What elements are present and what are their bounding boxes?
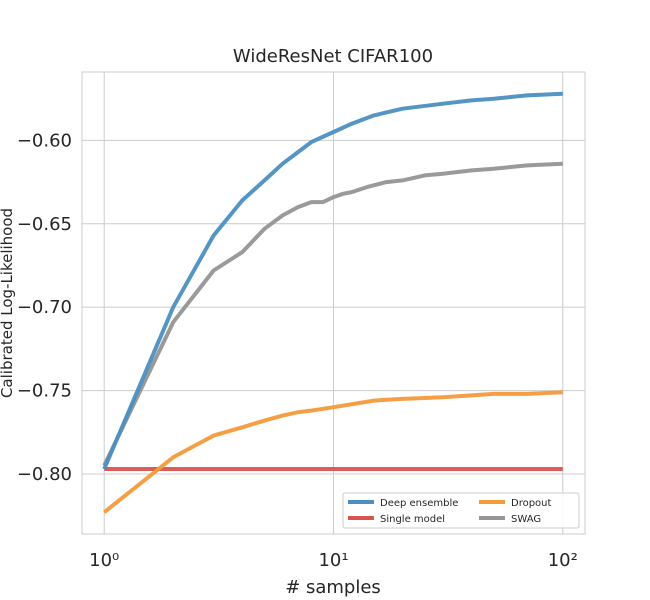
y-axis-label: Calibrated Log-Likelihood (0, 208, 16, 398)
legend-label-dropout: Dropout (511, 498, 552, 509)
x-axis-label: # samples (285, 577, 381, 598)
x-tick-labels: 10⁰ 10¹ 10² (89, 550, 578, 571)
series-line-dropout (102, 390, 563, 514)
legend-label-single-model: Single model (380, 514, 445, 525)
series-layer (102, 91, 563, 514)
y-tick-label: −0.70 (17, 297, 72, 318)
y-tick-labels: −0.60 −0.65 −0.70 −0.75 −0.80 (17, 130, 72, 485)
series-line-deep-ensemble (102, 91, 563, 470)
y-tick-label: −0.60 (17, 130, 72, 151)
y-tick-label: −0.75 (17, 381, 72, 402)
y-tick-label: −0.80 (17, 464, 72, 485)
series-line-swag (102, 161, 563, 467)
legend: Deep ensemble Dropout Single model SWAG (342, 492, 580, 529)
legend-label-deep-ensemble: Deep ensemble (380, 498, 458, 509)
x-tick-label: 10¹ (318, 550, 348, 571)
legend-label-swag: SWAG (511, 514, 541, 525)
chart-title: WideResNet CIFAR100 (233, 46, 433, 67)
grid (82, 72, 585, 534)
plot-frame (81, 71, 586, 535)
x-tick-label: 10⁰ (89, 550, 119, 571)
x-tick-label: 10² (548, 550, 578, 571)
y-tick-label: −0.65 (17, 214, 72, 235)
legend-box (342, 492, 580, 529)
